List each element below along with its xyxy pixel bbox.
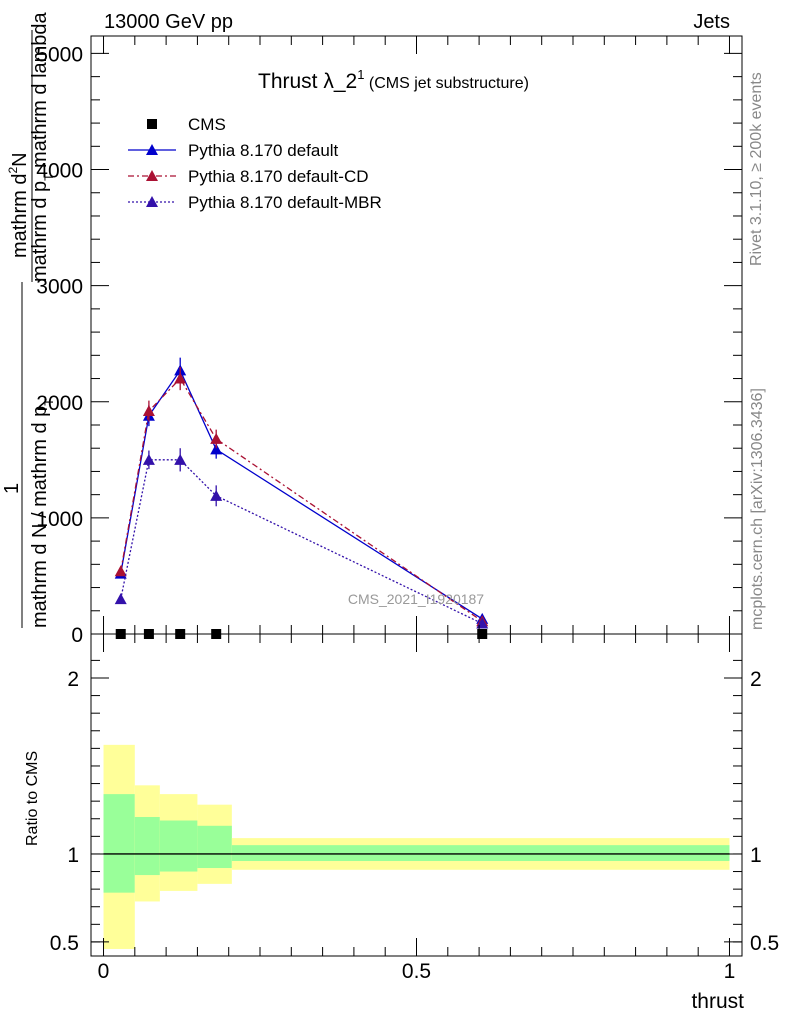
- ylabel-top-num-a: mathrm d: [9, 174, 31, 258]
- header-right: Jets: [693, 11, 730, 33]
- x-axis-label: thrust: [691, 990, 744, 1013]
- ratio-inner-band: [103, 794, 135, 893]
- ratio-inner-band: [197, 825, 232, 869]
- legend-label: Pythia 8.170 default-CD: [188, 167, 369, 186]
- legend-marker: [146, 170, 158, 181]
- series-line: [120, 377, 483, 622]
- chart-title: Thrust λ_21 (CMS jet substructure): [258, 67, 529, 93]
- ylabel-top-num-b: N: [9, 152, 31, 166]
- ratio-bands: [103, 744, 730, 949]
- chart-title-sup: 1: [357, 67, 364, 82]
- ratio-inner-band: [134, 816, 160, 876]
- legend: CMS Pythia 8.170 default Pythia 8.170 defa…: [128, 115, 382, 212]
- ylabel-bot-den-sub: T: [42, 398, 56, 406]
- data-point: [210, 489, 223, 501]
- legend-marker: [146, 144, 158, 155]
- ratio-y-tick-label: 2: [67, 668, 79, 691]
- ratio-y-tick-label-right: 1: [750, 844, 762, 867]
- x-tick-label: 0: [98, 960, 110, 983]
- ylabel-top-den: mathrm d pT mathrm d lambda: [29, 11, 56, 282]
- ylabel-top-num: mathrm d2N: [6, 152, 31, 258]
- data-point: [142, 453, 155, 465]
- data-point: [114, 593, 127, 605]
- y-tick-label: 5000: [36, 43, 83, 66]
- x-tick-label: 0.5: [402, 960, 431, 983]
- ylabel-bot-den-a: mathrm d N / mathrm d p: [29, 406, 51, 628]
- ylabel-top-den-a: mathrm d p: [29, 181, 51, 282]
- ratio-y-tick-label: 0.5: [50, 932, 79, 955]
- legend-label: CMS: [188, 115, 226, 134]
- watermark: CMS_2021_I1920187: [348, 591, 484, 607]
- data-point: [142, 405, 155, 417]
- ratio-ylabel: Ratio to CMS: [24, 751, 41, 846]
- chart-title-main: Thrust λ_2: [258, 70, 357, 93]
- y-tick-label: 1000: [36, 508, 83, 531]
- ratio-y-tick-label-right: 0.5: [750, 932, 779, 955]
- side-text-mcplots: mcplots.cern.ch [arXiv:1306.3436]: [749, 388, 766, 630]
- series-line: [120, 369, 483, 620]
- ratio-y-tick-label-right: 2: [750, 668, 762, 691]
- data-point: [174, 372, 187, 384]
- y-tick-label: 3000: [36, 276, 83, 299]
- legend-label: Pythia 8.170 default-MBR: [188, 193, 382, 212]
- data-point: [174, 453, 187, 465]
- ratio-ticks: 0.5 0.5 1 1 2 2 0 0.5 1: [50, 634, 779, 983]
- chart-title-sub: (CMS jet substructure): [364, 75, 528, 92]
- main-ylabel: mathrm d2N mathrm d pT mathrm d lambda 1…: [1, 11, 56, 628]
- y-tick-label: 0: [71, 624, 83, 647]
- legend-marker: [146, 196, 158, 207]
- ylabel-bot-den: mathrm d N / mathrm d pT: [29, 398, 56, 628]
- ylabel-top-den-b: mathrm d lambda: [29, 11, 51, 173]
- ratio-y-tick-label: 1: [67, 844, 79, 867]
- main-y-ticks: 0 1000 2000 3000 4000 5000: [36, 36, 742, 647]
- y-tick-label: 4000: [36, 160, 83, 183]
- ylabel-top-num-sup: 2: [6, 167, 20, 174]
- data-point: [114, 565, 127, 577]
- y-tick-label: 2000: [36, 392, 83, 415]
- side-text-rivet: Rivet 3.1.10, ≥ 200k events: [748, 72, 765, 266]
- ylabel-top-den-sub: T: [42, 173, 56, 181]
- ratio-inner-band: [231, 845, 730, 861]
- legend-label: Pythia 8.170 default: [188, 141, 339, 160]
- ylabel-bot-num: 1: [1, 483, 23, 494]
- header-left: 13000 GeV pp: [104, 11, 233, 33]
- data-point: [210, 432, 223, 444]
- ratio-inner-band: [159, 820, 198, 872]
- main-series-layer: [114, 357, 489, 639]
- data-point: [210, 443, 223, 455]
- legend-marker: [147, 119, 157, 129]
- x-tick-label: 1: [724, 960, 736, 983]
